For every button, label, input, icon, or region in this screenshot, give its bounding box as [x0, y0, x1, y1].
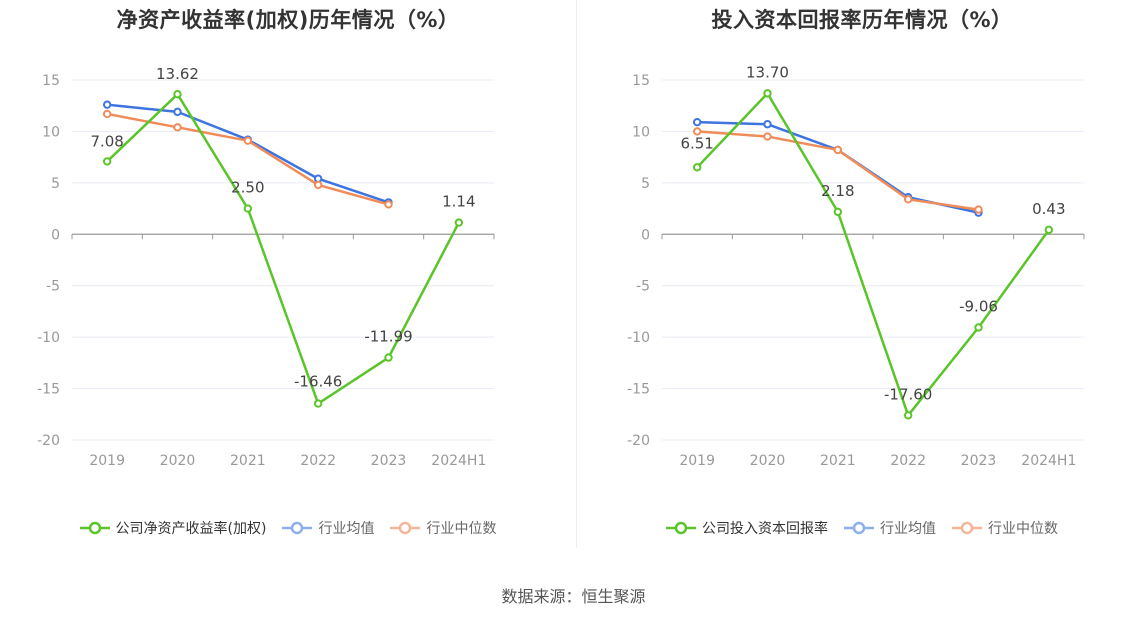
x-tick-label: 2023 [961, 453, 997, 469]
legend-label: 公司净资产收益率(加权) [115, 521, 267, 537]
roic-chart-panel: 投入资本回报率历年情况（%） 15 10 5 0 -5 -10 -15 -20 2019 2020… [577, 0, 1147, 560]
legend-item-industry-avg[interactable]: 行业均值 [282, 518, 374, 538]
y-tick-label: -5 [636, 279, 650, 295]
roic-chart-title: 投入资本回报率历年情况（%） [711, 8, 1013, 32]
legend-label: 行业均值 [318, 521, 375, 537]
y-tick-label: -5 [46, 279, 60, 295]
panel-divider [576, 0, 577, 548]
data-label: 13.62 [156, 65, 199, 83]
x-tick-label: 2020 [160, 453, 196, 469]
company-series-point [903, 411, 913, 420]
company-series-point [833, 207, 843, 217]
industry-median-series-point [974, 205, 983, 214]
company-series-point [243, 204, 253, 213]
data-source-note: 数据来源：恒生聚源 [501, 587, 646, 606]
company-series-point [1044, 225, 1054, 235]
data-label: -16.46 [294, 373, 342, 391]
x-tick-label: 2019 [89, 453, 125, 469]
y-tick-label: -20 [627, 433, 650, 449]
y-tick-label: -10 [37, 330, 60, 346]
x-tick-label: 2021 [230, 453, 266, 469]
legend-item-industry-median[interactable]: 行业中位数 [952, 518, 1058, 538]
legend-label: 行业中位数 [988, 521, 1058, 537]
legend-item-company-roe[interactable]: 公司净资产收益率(加权) [79, 518, 267, 538]
legend-line-marker-icon [952, 521, 982, 535]
y-tick-label: 5 [51, 176, 60, 192]
company-series-point [974, 323, 983, 332]
legend-label: 行业均值 [880, 521, 936, 537]
y-tick-label: 5 [641, 176, 650, 192]
y-tick-label: 0 [641, 227, 650, 243]
legend-line-marker-icon [282, 521, 313, 535]
industry-median-series-point [903, 195, 913, 204]
industry-avg-series-point [763, 120, 772, 129]
roic-chart-legend: 公司投入资本回报率 行业均值 行业中位数 [577, 518, 1147, 538]
industry-median-series-point [243, 136, 253, 145]
legend-label: 公司投入资本回报率 [702, 521, 828, 537]
industry-median-series-point [384, 200, 393, 209]
legend-item-industry-avg[interactable]: 行业均值 [844, 518, 936, 538]
company-series-line [696, 92, 1050, 417]
y-tick-label: 10 [632, 124, 650, 140]
data-label: 13.70 [746, 63, 789, 81]
legend-line-marker-icon [79, 521, 110, 535]
company-series-point [384, 353, 393, 362]
y-tick-label: 15 [632, 73, 650, 89]
industry-median-series-point [692, 127, 702, 136]
company-series-point [763, 89, 772, 98]
data-label: -17.60 [884, 385, 932, 403]
x-tick-label: 2022 [890, 453, 926, 469]
company-series-point [692, 163, 702, 172]
y-tick-label: 0 [51, 227, 60, 243]
company-series-point [173, 89, 182, 99]
y-tick-label: 15 [42, 73, 60, 89]
y-tick-label: -15 [627, 382, 650, 398]
x-tick-label: 2022 [300, 453, 336, 469]
industry-median-series-point [102, 109, 112, 119]
legend-line-marker-icon [666, 521, 696, 535]
roe-chart-title: 净资产收益率(加权)历年情况（%） [116, 8, 460, 32]
x-tick-label: 2024H1 [431, 453, 486, 469]
data-label: -11.99 [364, 328, 412, 346]
y-tick-label: 10 [42, 124, 60, 140]
roic-chart-plot: 15 10 5 0 -5 -10 -15 -20 2019 2020 2021 2022 2023 202… [627, 63, 1085, 469]
legend-line-marker-icon [390, 521, 421, 535]
company-series-line [106, 92, 460, 405]
data-label: -9.06 [959, 297, 998, 315]
industry-avg-series-point [102, 100, 112, 109]
legend-item-industry-median[interactable]: 行业中位数 [390, 518, 496, 538]
data-label: 7.08 [90, 132, 123, 150]
roe-chart-plot: 15 10 5 0 -5 -10 -15 -20 2019 2020 2021 2022 2023 202… [37, 65, 495, 469]
y-tick-label: -20 [37, 433, 60, 449]
data-label: 0.43 [1032, 200, 1065, 218]
legend-label: 行业中位数 [426, 521, 497, 537]
industry-avg-series-point [173, 107, 182, 117]
x-tick-label: 2020 [750, 453, 786, 469]
industry-median-series-point [833, 145, 843, 155]
legend-item-company-roic[interactable]: 公司投入资本回报率 [666, 518, 828, 538]
x-tick-label: 2021 [820, 453, 856, 469]
y-tick-label: -10 [627, 330, 650, 346]
industry-avg-series-point [692, 117, 702, 127]
roe-chart-panel: 净资产收益率(加权)历年情况（%） 15 10 5 0 -5 -10 -15 -20 2019 2… [0, 0, 576, 560]
data-label: 2.50 [231, 179, 264, 197]
industry-median-series-point [763, 132, 772, 141]
industry-median-series-point [173, 123, 182, 132]
data-label: 1.14 [442, 193, 475, 211]
company-series-point [454, 218, 464, 227]
roe-chart-legend: 公司净资产收益率(加权) 行业均值 行业中位数 [0, 518, 576, 538]
legend-line-marker-icon [844, 521, 874, 535]
industry-median-series-point [313, 180, 323, 190]
data-label: 6.51 [680, 134, 713, 152]
y-tick-label: -15 [37, 382, 60, 398]
company-series-point [102, 157, 112, 166]
x-tick-label: 2019 [679, 453, 715, 469]
x-tick-label: 2023 [371, 453, 407, 469]
company-series-point [313, 399, 323, 408]
x-tick-label: 2024H1 [1021, 453, 1076, 469]
data-label: 2.18 [821, 182, 854, 200]
